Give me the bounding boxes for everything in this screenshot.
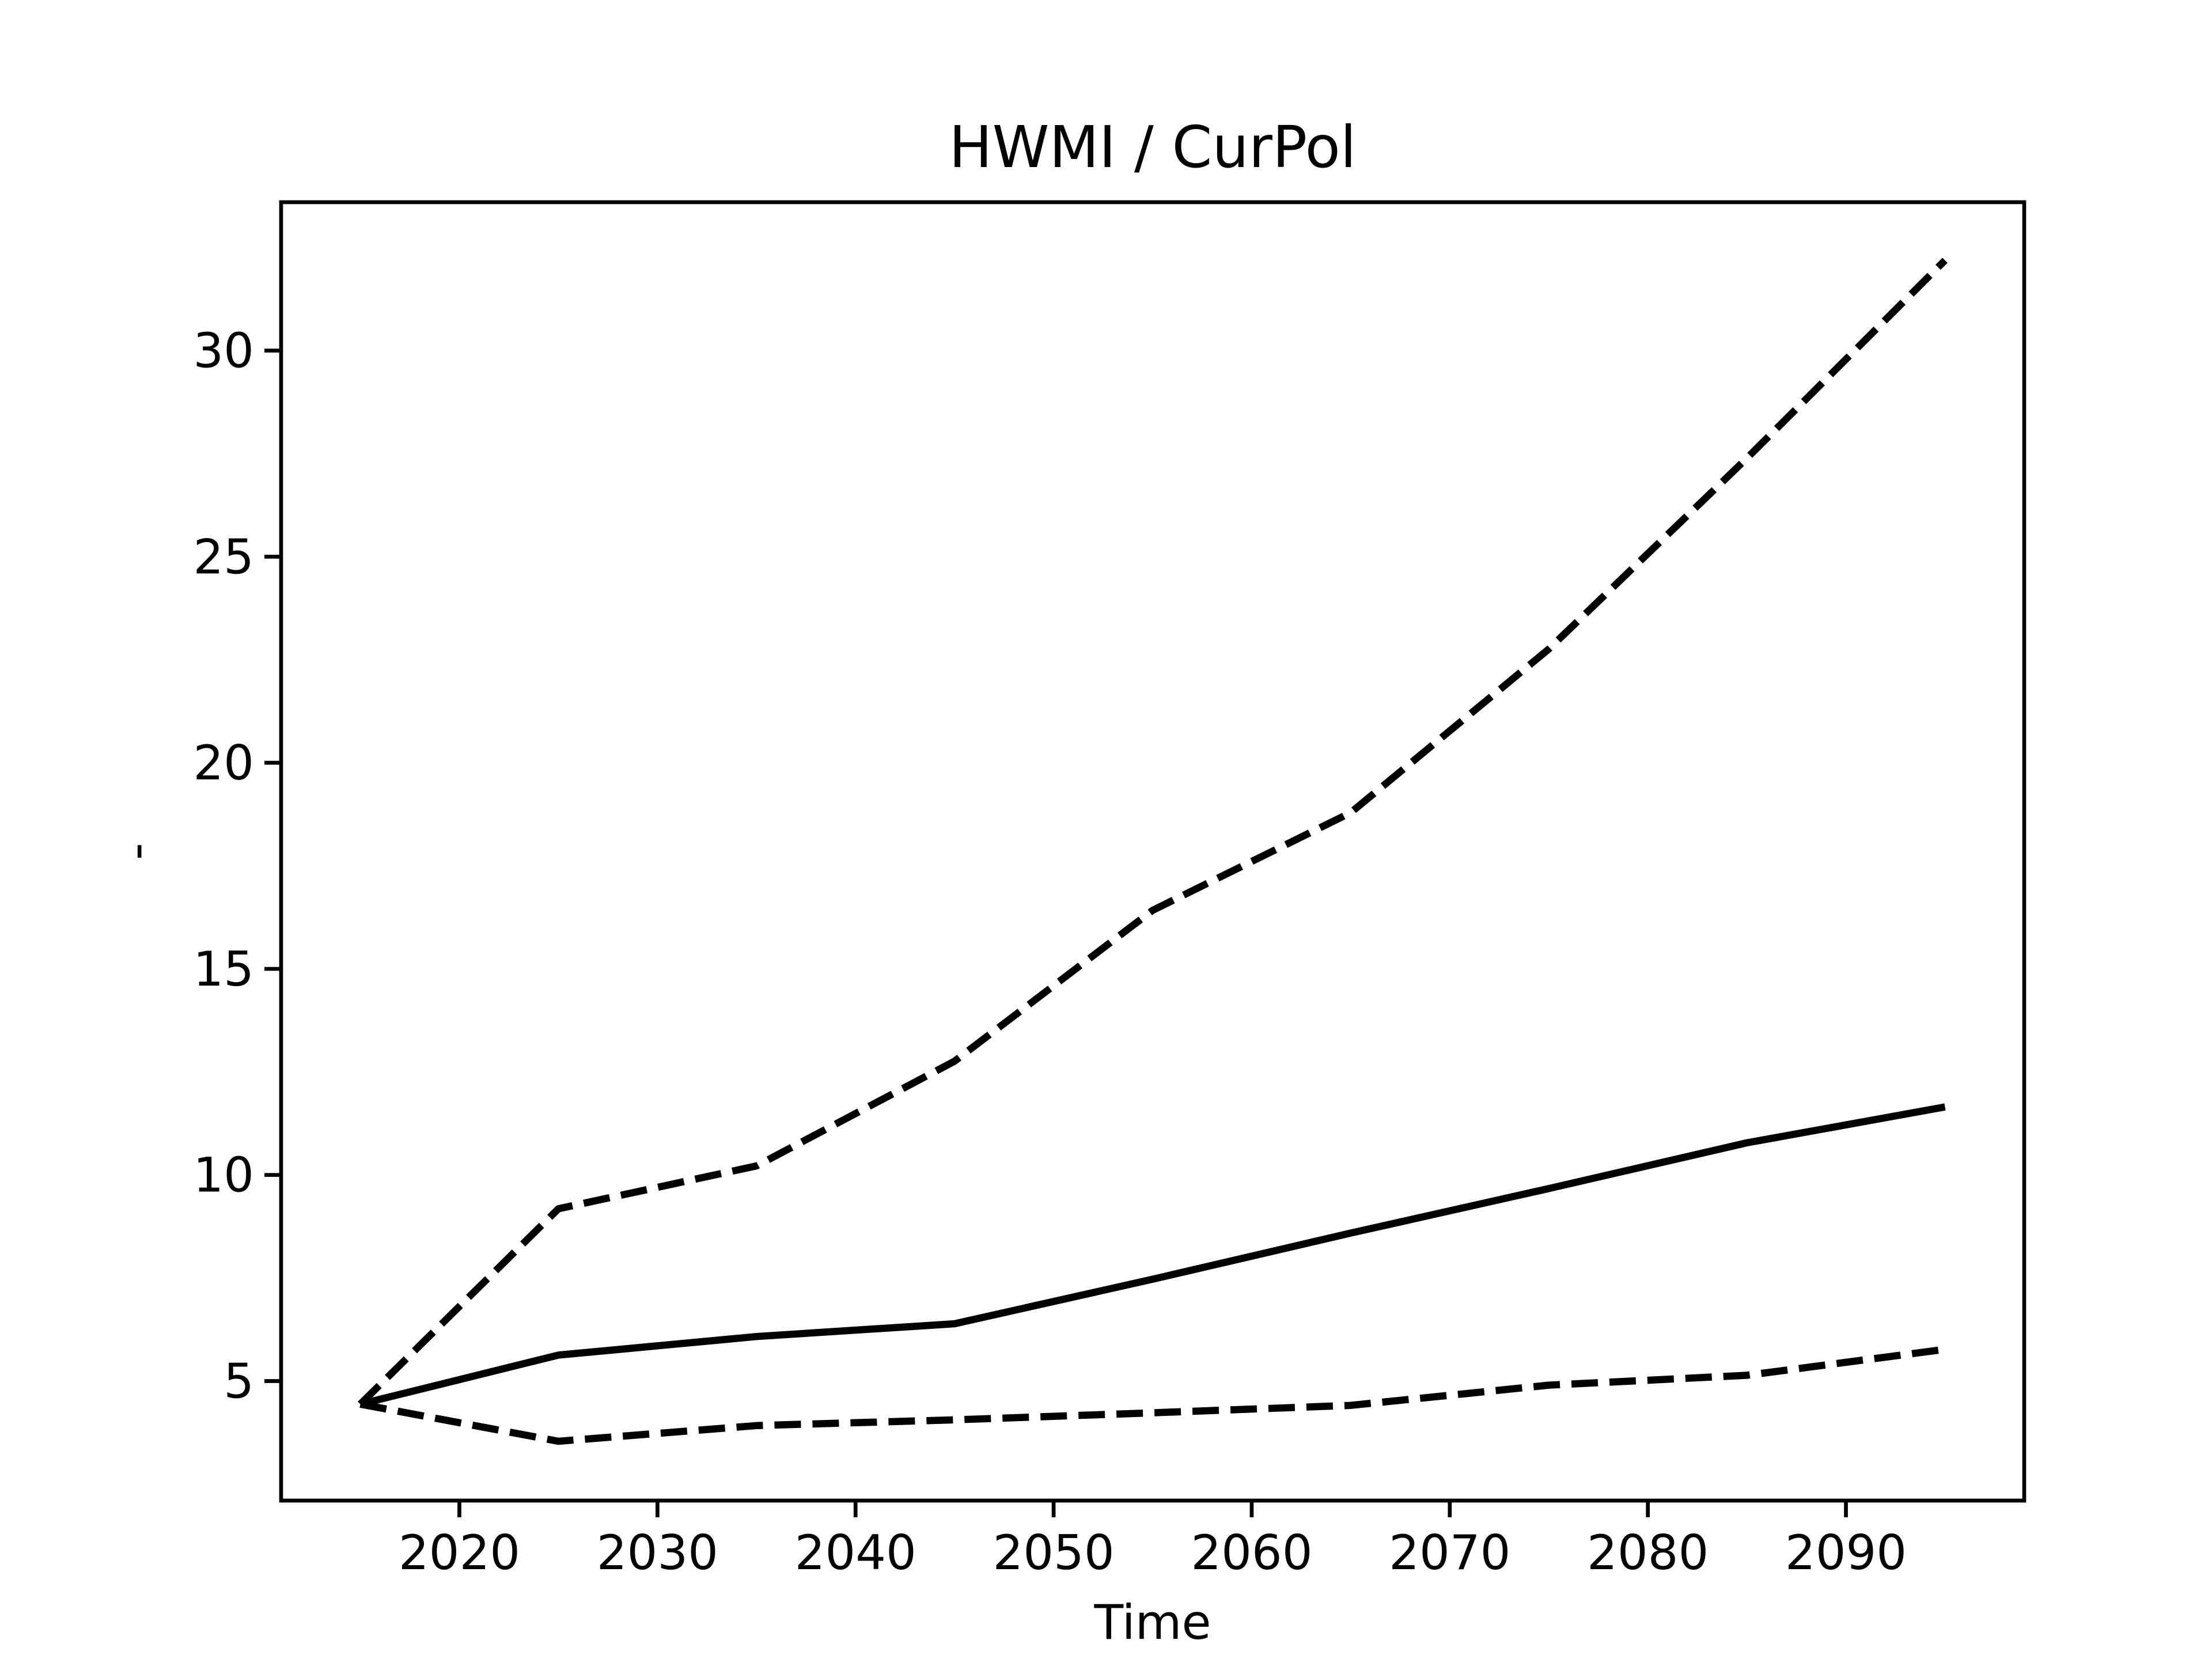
x-tick-label: 2020 [399, 1525, 520, 1581]
x-tick-label: 2050 [993, 1525, 1114, 1581]
y-axis-label: - [108, 843, 164, 860]
y-tick-label: 25 [193, 529, 254, 585]
y-tick-label: 20 [193, 735, 254, 791]
x-tick-label: 2080 [1587, 1525, 1709, 1581]
plot-frame [279, 200, 2027, 1503]
y-tick-label: 5 [224, 1353, 254, 1409]
x-tick-label: 2060 [1191, 1525, 1312, 1581]
series-line [358, 257, 1948, 1407]
x-tick-label: 2040 [795, 1525, 916, 1581]
y-tick-label: 10 [193, 1147, 254, 1203]
chart-title: HWMI / CurPol [949, 113, 1356, 181]
series-line [359, 1346, 1946, 1445]
x-tick-label: 2090 [1785, 1525, 1907, 1581]
series-line [359, 1103, 1946, 1408]
y-tick-label: 30 [193, 323, 254, 379]
x-tick-label: 2070 [1389, 1525, 1510, 1581]
x-axis-label: Time [1093, 1594, 1211, 1650]
x-tick-label: 2030 [597, 1525, 718, 1581]
y-tick-label: 15 [193, 941, 254, 997]
